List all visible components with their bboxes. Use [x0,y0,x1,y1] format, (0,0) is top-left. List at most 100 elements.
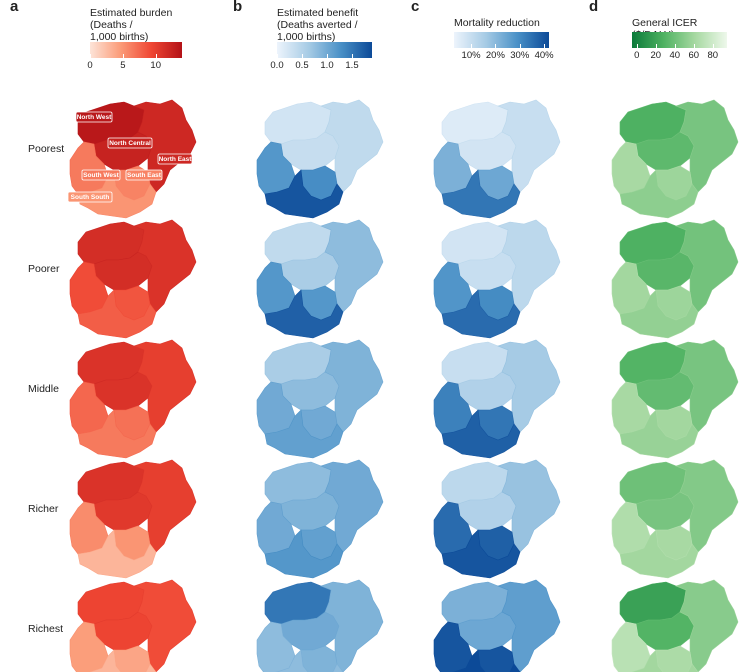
region-south-south [88,649,157,672]
legend-colorbar [90,42,182,58]
legend-tick-mark [327,54,328,58]
map-c-poorer [433,219,561,339]
region-label-box [107,137,153,149]
region-south-south [77,529,157,579]
region-south-south [275,649,344,672]
region-south-south [264,169,344,219]
region-north-east [133,99,197,193]
row-label-middle: Middle [28,383,59,395]
region-label-box [125,169,163,181]
region-north-east [497,99,561,193]
legend-title: Mortality reduction [454,17,540,29]
legend-tick-label: 20% [485,50,505,61]
region-south-south [452,649,521,672]
map-c-poorest [433,99,561,219]
legend-colorbar [277,42,372,58]
map-d-poorest [611,99,739,219]
map-b-richer [256,459,384,579]
region-north-east [320,579,384,672]
legend-tick-mark [519,44,521,48]
map-c-middle [433,339,561,459]
region-south-south [77,289,157,339]
region-south-south [441,529,521,579]
region-north-east [320,459,384,553]
map-a-richer [69,459,197,579]
region-north-east [675,579,739,672]
region-label-north-east: North East [159,156,193,163]
legend-tick-label: 30% [510,50,530,61]
region-south-east [300,645,338,672]
region-north-east [133,579,197,672]
region-label-north-west: North West [77,114,112,121]
legend-title: Estimated benefit (Deaths averted / 1,00… [277,7,359,43]
region-south-east [655,645,693,672]
legend-colorbar [454,32,549,48]
row-label-poorest: Poorest [28,143,65,155]
region-south-south [77,409,157,459]
legend-tick-mark [655,44,657,48]
legend-tick-mark [712,44,714,48]
region-north-east [497,339,561,433]
legend-tick-mark [277,54,278,58]
legend-tick-label: 80 [707,50,719,61]
panel-letter-c: c [411,0,420,15]
legend-tick-label: 0 [87,60,93,71]
region-label-box [157,153,193,165]
region-label-south-south: South South [71,194,110,201]
region-north-east [320,99,384,193]
region-north-east [675,459,739,553]
legend-tick-mark [636,44,638,48]
legend-tick-mark [544,44,546,48]
legend-tick-label: 5 [120,60,126,71]
region-south-east [113,645,151,672]
legend-tick-label: 1.5 [345,60,359,71]
legend-tick-mark [471,44,473,48]
legend-tick-mark [155,54,157,58]
legend-tick-mark [122,54,124,58]
panel-letter-b: b [233,0,243,15]
region-south-south [441,409,521,459]
legend-tick-label: 40 [669,50,681,61]
map-d-richer [611,459,739,579]
region-south-south [619,169,699,219]
map-c-richer [433,459,561,579]
legend-tick-label: 40% [534,50,554,61]
map-d-richest [611,579,739,672]
legend-tick-mark [90,54,91,58]
map-a-poorest: North West North Central North East South W… [67,99,197,219]
row-label-richer: Richer [28,503,59,515]
region-north-east [320,219,384,313]
map-b-richest [256,579,384,672]
map-a-middle [69,339,197,459]
legend-tick-mark [495,44,497,48]
legend-tick-mark [302,54,303,58]
region-south-south [619,529,699,579]
legend-tick-label: 0.5 [295,60,309,71]
legend-tick-label: 10 [150,60,161,71]
map-b-poorest [256,99,384,219]
region-label-box [75,111,113,123]
region-south-south [264,289,344,339]
map-d-middle [611,339,739,459]
legend-tick-label: 20 [650,50,662,61]
map-b-middle [256,339,384,459]
region-north-east [497,459,561,553]
map-b-poorer [256,219,384,339]
map-a-richest [69,579,197,672]
region-south-south [441,289,521,339]
legend-tick-label: 0 [634,50,640,61]
region-north-east [133,339,197,433]
row-label-poorer: Poorer [28,263,60,275]
region-label-south-west: South West [83,172,119,179]
region-label-north-central: North Central [109,140,151,147]
region-south-east [477,645,515,672]
region-south-south [619,289,699,339]
map-a-poorer [69,219,197,339]
region-label-box [67,191,113,203]
region-north-east [133,219,197,313]
region-south-south [264,409,344,459]
region-north-east [675,99,739,193]
panel-letter-a: a [10,0,19,15]
legend-tick-mark [352,54,353,58]
